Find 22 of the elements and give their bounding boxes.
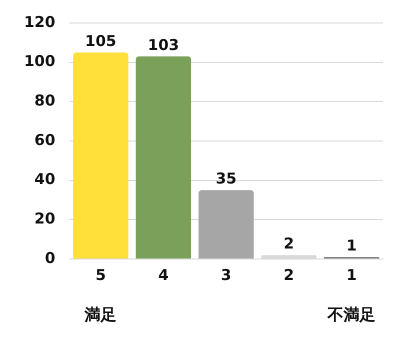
data-label: 105	[85, 32, 116, 50]
y-tick-label: 120	[24, 12, 56, 31]
text: 不満足	[326, 305, 376, 324]
data-label: 2	[284, 234, 294, 252]
bar	[73, 52, 128, 258]
bar	[198, 190, 254, 258]
y-tick-label: 40	[34, 170, 56, 188]
y-tick-label: 100	[24, 52, 56, 70]
y-tick-label: 20	[34, 210, 56, 228]
y-tick-label: 80	[34, 92, 56, 110]
x-tick-label: 1	[346, 266, 357, 284]
x-tick-label: 4	[158, 266, 169, 284]
x-tick-label: 5	[95, 266, 106, 284]
x-tick-label: 3	[220, 266, 232, 284]
x-tick-label: 2	[284, 266, 294, 284]
y-tick-label: 60	[34, 130, 56, 149]
data-label: 103	[148, 36, 180, 54]
data-label: 1	[346, 236, 357, 254]
bar	[136, 56, 192, 258]
y-tick-label: 0	[44, 248, 56, 267]
data-label: 35	[216, 170, 237, 188]
text: 満足	[84, 305, 117, 324]
